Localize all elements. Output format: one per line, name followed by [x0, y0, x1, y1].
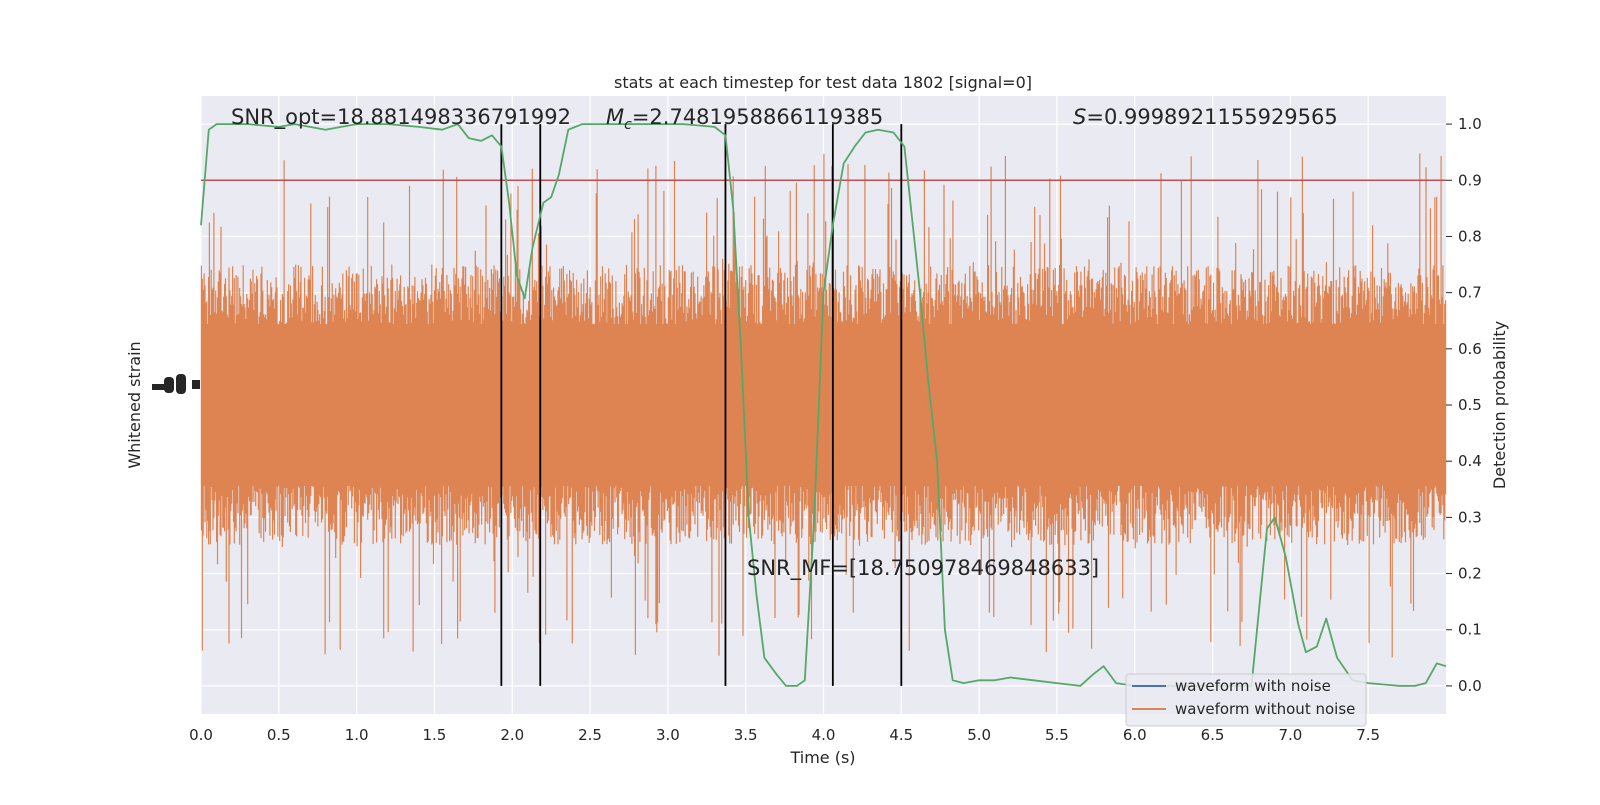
- right-tick-label: 1.0: [1458, 115, 1482, 133]
- annotation-score: S=0.9998921155929565: [1073, 105, 1338, 129]
- chart-title: stats at each timestep for test data 180…: [614, 73, 1032, 92]
- score-value: =0.9998921155929565: [1086, 105, 1337, 129]
- right-tick-label: 0.1: [1458, 621, 1482, 639]
- right-axis-label: Detection probability: [1490, 321, 1509, 489]
- left-tick-mark: [164, 377, 174, 393]
- right-tick-labels: 0.0 0.1 0.2 0.3 0.4 0.5 0.6 0.7 0.8 0.9 1.0: [1446, 115, 1482, 695]
- left-axis-ticks: [152, 374, 200, 394]
- x-tick-label: 0.0: [189, 726, 213, 744]
- x-tick-label: 1.0: [345, 726, 369, 744]
- detection-probability-line: [200, 123, 1447, 687]
- legend-label-with-noise: waveform with noise: [1175, 677, 1331, 695]
- left-tick-mark: [176, 374, 186, 394]
- x-tick-label: 6.0: [1123, 726, 1147, 744]
- x-tick-label: 7.5: [1356, 726, 1380, 744]
- right-tick-label: 0.6: [1458, 340, 1482, 358]
- left-tick-mark: [152, 384, 166, 390]
- x-axis-label: Time (s): [789, 748, 855, 767]
- x-tick-label: 1.5: [423, 726, 447, 744]
- x-tick-label: 7.0: [1278, 726, 1302, 744]
- x-tick-label: 4.0: [812, 726, 836, 744]
- x-tick-label: 5.0: [967, 726, 991, 744]
- x-tick-label: 3.5: [734, 726, 758, 744]
- right-tick-label: 0.9: [1458, 171, 1482, 189]
- x-tick-label: 3.0: [656, 726, 680, 744]
- right-tick-label: 0.4: [1458, 452, 1482, 470]
- legend: waveform with noise waveform without noi…: [1125, 673, 1367, 727]
- left-axis-label: Whitened strain: [125, 341, 144, 468]
- x-tick-labels: 0.0 0.5 1.0 1.5 2.0 2.5 3.0 3.5 4.0 4.5 5.0 5.5 6.0 6…: [189, 726, 1380, 744]
- x-tick-label: 5.5: [1045, 726, 1069, 744]
- left-tick-mark: [192, 380, 200, 389]
- right-tick-label: 0.3: [1458, 508, 1482, 526]
- waveform-without-noise-series: [200, 153, 1447, 658]
- annotation-snr-mf: SNR_MF=[18.750978469848633]: [747, 556, 1099, 581]
- legend-label-without-noise: waveform without noise: [1175, 700, 1355, 718]
- annotation-chirp-mass: Mc=2.7481958866119385: [606, 105, 883, 133]
- legend-box: [1125, 673, 1367, 727]
- x-tick-label: 2.0: [500, 726, 524, 744]
- x-tick-label: 4.5: [889, 726, 913, 744]
- annotation-snr-opt: SNR_opt=18.881498336791992: [231, 105, 571, 130]
- right-tick-label: 0.8: [1458, 227, 1482, 245]
- detection-probability-series: [200, 123, 1447, 687]
- right-tick-label: 0.5: [1458, 396, 1482, 414]
- chirp-mass-symbol: M: [606, 105, 624, 129]
- chirp-mass-subscript: c: [624, 117, 632, 133]
- right-tick-label: 0.2: [1458, 565, 1482, 583]
- x-tick-label: 0.5: [267, 726, 291, 744]
- vertical-markers: [500, 124, 903, 686]
- chirp-mass-value: =2.7481958866119385: [632, 105, 883, 129]
- right-tick-label: 0.0: [1458, 677, 1482, 695]
- score-symbol: S: [1073, 105, 1086, 129]
- x-tick-label: 6.5: [1201, 726, 1225, 744]
- x-tick-label: 2.5: [578, 726, 602, 744]
- waveform-spikes: [200, 153, 1447, 658]
- right-tick-label: 0.7: [1458, 284, 1482, 302]
